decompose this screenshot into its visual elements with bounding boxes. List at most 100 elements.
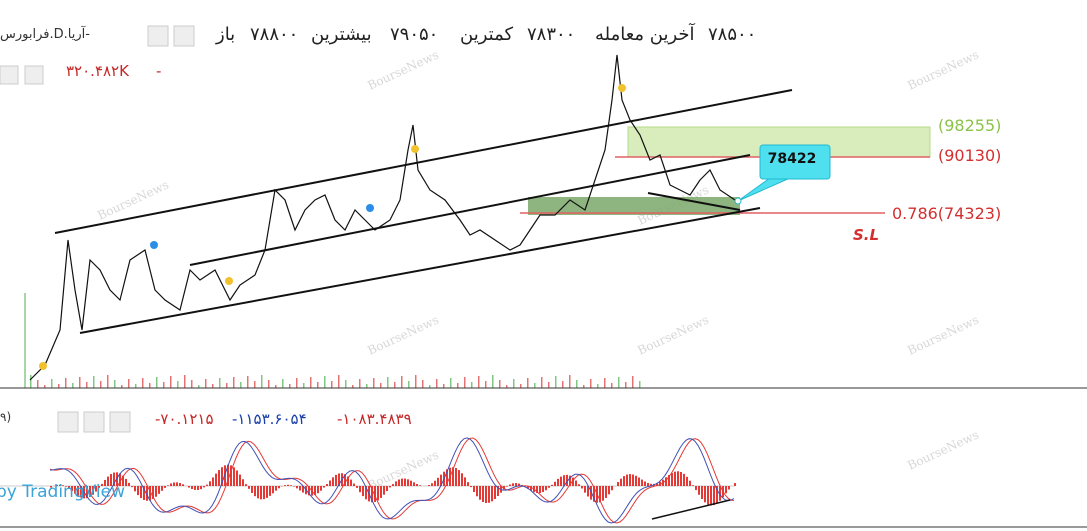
histogram-bar: [491, 486, 493, 502]
histogram-bar: [143, 486, 145, 501]
histogram-bar: [488, 486, 490, 503]
eye-icon[interactable]: [147, 25, 169, 47]
volume-bar: [121, 385, 123, 388]
histogram-bar: [671, 472, 673, 486]
volume-bar: [44, 385, 46, 388]
histogram-bar: [155, 486, 157, 497]
histogram-bar: [695, 486, 697, 491]
oscillator-value: -۷۰.۱۲۱۵: [155, 410, 214, 428]
histogram-bar: [641, 479, 643, 486]
histogram-bar: [371, 486, 373, 503]
histogram-bar: [548, 486, 550, 488]
histogram-bar: [377, 486, 379, 501]
histogram-bar: [119, 473, 121, 486]
histogram-bar: [326, 484, 328, 486]
signal-line: [49, 437, 735, 524]
histogram-bar: [251, 486, 253, 493]
volume-bar: [478, 376, 480, 388]
volume-bar: [373, 378, 375, 388]
histogram-bar: [287, 484, 289, 486]
volume-bar: [380, 383, 382, 388]
histogram-bar: [131, 486, 133, 488]
histogram-bar: [530, 486, 532, 491]
histogram-bar: [590, 486, 592, 500]
histogram-bar: [140, 486, 142, 499]
histogram-bar: [299, 486, 301, 491]
histogram-bar: [557, 478, 559, 486]
volume-bar: [58, 384, 60, 388]
histogram-bar: [293, 486, 295, 487]
histogram-bar: [428, 485, 430, 486]
stop-label: S.L: [853, 226, 880, 244]
settings-icon[interactable]: [0, 65, 19, 85]
toolbar-icons: [0, 25, 195, 433]
settings-icon[interactable]: [83, 411, 105, 433]
histogram-bar: [584, 486, 586, 493]
close-icon[interactable]: [109, 411, 131, 433]
volume-bar: [618, 377, 620, 388]
histogram-bar: [509, 484, 511, 486]
histogram-bar: [656, 483, 658, 486]
volume-bar: [240, 382, 242, 388]
histogram-bar: [407, 479, 409, 486]
volume-bar: [590, 379, 592, 388]
histogram-bar: [395, 481, 397, 486]
volume-bar: [114, 380, 116, 388]
histogram-bar: [620, 478, 622, 486]
signal-dot: [618, 84, 626, 92]
histogram-bar: [476, 486, 478, 497]
volume-bar: [226, 383, 228, 388]
histogram-bar: [128, 482, 130, 486]
histogram-bar: [710, 486, 712, 506]
volume-bar: [604, 378, 606, 388]
histogram-bar: [623, 476, 625, 486]
volume-bar: [471, 382, 473, 388]
volume-bar: [541, 377, 543, 388]
volume-bar: [611, 383, 613, 388]
histogram-bar: [206, 484, 208, 486]
volume-bar: [233, 377, 235, 388]
volume-bar: [366, 384, 368, 388]
low-value: ۷۸۳۰۰: [527, 24, 576, 45]
histogram-bar: [386, 486, 388, 492]
histogram-bar: [638, 477, 640, 486]
histogram-bar: [98, 486, 100, 488]
volume-bar: [625, 382, 627, 388]
histogram-bar: [626, 474, 628, 486]
histogram-bar: [677, 471, 679, 486]
volume-bar: [107, 375, 109, 388]
settings-icon[interactable]: [173, 25, 195, 47]
divergence-line: [651, 499, 731, 520]
histogram-bar: [725, 486, 727, 494]
histogram-bar: [266, 486, 268, 498]
histogram-bar: [365, 486, 367, 500]
histogram-bar: [245, 484, 247, 486]
histogram-bar: [122, 475, 124, 486]
volume-bar: [499, 380, 501, 388]
histogram-bar: [296, 486, 298, 489]
signal-dot: [225, 277, 233, 285]
close-icon[interactable]: [24, 65, 44, 85]
callout-pointer: [737, 177, 791, 202]
watermark: BourseNews: [95, 178, 171, 223]
volume-bar: [331, 381, 333, 388]
watermark: BourseNews: [905, 48, 981, 93]
support-zone: [528, 197, 740, 215]
histogram-bar: [197, 486, 199, 491]
histogram-bar: [92, 486, 94, 495]
eye-icon[interactable]: [57, 411, 79, 433]
volume-bar: [128, 379, 130, 388]
histogram-bar: [461, 473, 463, 486]
histogram-bar: [158, 486, 160, 494]
histogram-bar: [161, 486, 163, 491]
histogram-bar: [275, 486, 277, 491]
histogram-bar: [413, 482, 415, 486]
volume-bar: [555, 376, 557, 388]
histogram-bar: [200, 486, 202, 490]
volume-bar: [303, 383, 305, 388]
histogram-bar: [527, 486, 529, 489]
last-value: ۷۸۵۰۰: [708, 24, 757, 45]
histogram-bar: [320, 486, 322, 491]
macd-line: [49, 437, 735, 524]
volume-bar: [492, 375, 494, 388]
